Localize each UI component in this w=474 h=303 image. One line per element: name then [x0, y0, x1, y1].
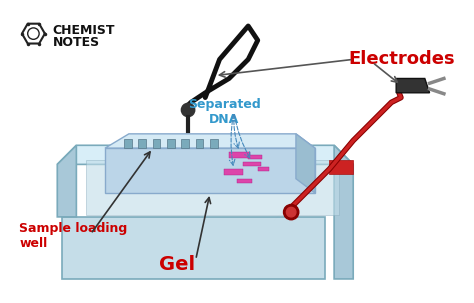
- Polygon shape: [248, 155, 262, 159]
- Polygon shape: [105, 148, 315, 193]
- Polygon shape: [224, 169, 244, 175]
- Polygon shape: [57, 145, 353, 165]
- Polygon shape: [57, 145, 76, 217]
- Polygon shape: [105, 134, 315, 148]
- Text: Gel: Gel: [158, 255, 195, 274]
- Text: NOTES: NOTES: [53, 35, 100, 48]
- Polygon shape: [258, 167, 269, 171]
- Text: CHEMIST: CHEMIST: [53, 24, 115, 37]
- Polygon shape: [182, 138, 189, 148]
- Polygon shape: [124, 138, 132, 148]
- Polygon shape: [296, 134, 315, 193]
- Polygon shape: [153, 138, 160, 148]
- Circle shape: [286, 207, 296, 217]
- Polygon shape: [329, 160, 353, 174]
- Polygon shape: [229, 152, 250, 158]
- Polygon shape: [62, 217, 325, 279]
- Polygon shape: [244, 161, 261, 166]
- Text: Sample loading
well: Sample loading well: [19, 222, 128, 250]
- Text: Separated
DNA: Separated DNA: [188, 98, 261, 125]
- Polygon shape: [210, 138, 218, 148]
- Circle shape: [283, 205, 299, 220]
- Polygon shape: [396, 78, 429, 93]
- Polygon shape: [138, 138, 146, 148]
- Polygon shape: [237, 179, 252, 184]
- Polygon shape: [86, 160, 339, 215]
- Text: Electrodes: Electrodes: [348, 50, 455, 68]
- Polygon shape: [167, 138, 175, 148]
- Polygon shape: [334, 145, 353, 279]
- Polygon shape: [196, 138, 203, 148]
- Circle shape: [182, 103, 195, 117]
